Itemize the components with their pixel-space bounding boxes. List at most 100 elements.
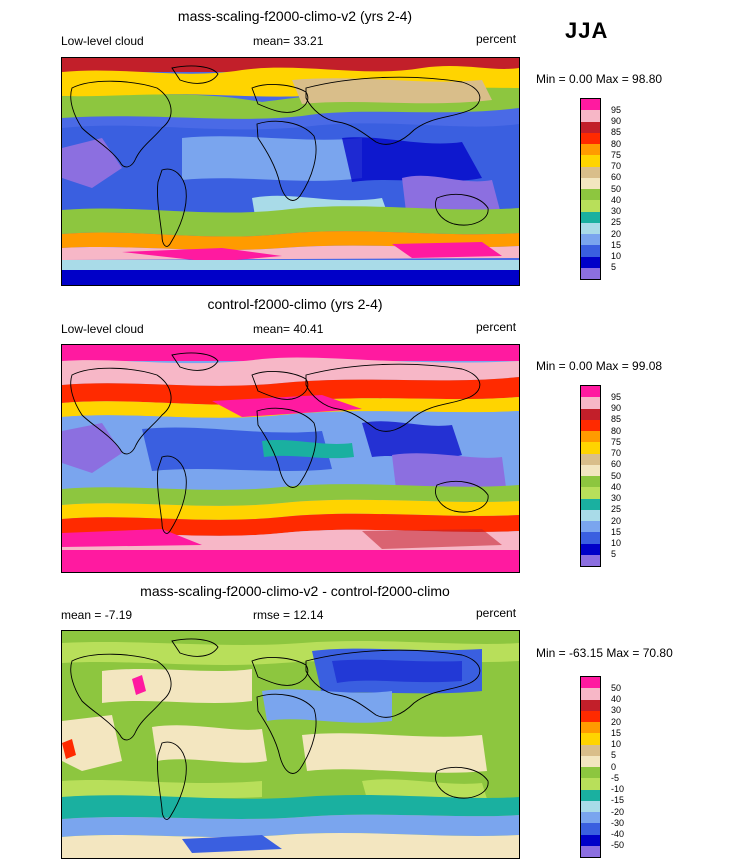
colorbar-swatch (581, 431, 600, 443)
colorbar-level-label: 5 (611, 750, 617, 761)
panel-2-variable-label: Low-level cloud (61, 322, 144, 336)
colorbar-swatch (581, 211, 600, 223)
colorbar-level-label: 30 (611, 705, 622, 716)
colorbar-swatch (581, 442, 600, 454)
colorbar-level-label: 15 (611, 526, 622, 537)
colorbar-swatch (581, 532, 600, 544)
panel-1-colorbar: 95 90 85 80 75 70 60 50 40 30 25 20 15 10 5 (580, 98, 621, 280)
season-label: JJA (565, 18, 609, 43)
colorbar-level-label: -20 (611, 806, 625, 817)
colorbar-swatch (581, 521, 600, 533)
colorbar-swatch (581, 245, 600, 257)
colorbar-swatch (581, 812, 600, 824)
colorbar-swatch (581, 543, 600, 555)
colorbar-level-label: 0 (611, 761, 617, 772)
colorbar-level-label: 10 (611, 538, 622, 548)
colorbar-level-label: 10 (611, 251, 622, 261)
colorbar-swatch (581, 834, 600, 846)
colorbar-level-label: 50 (611, 682, 622, 693)
colorbar-swatch (581, 177, 600, 189)
colorbar-swatch (581, 487, 600, 499)
colorbar-swatch (581, 767, 600, 779)
colorbar-swatch (581, 267, 600, 279)
colorbar-swatch (581, 256, 600, 268)
colorbar-level-label: 60 (611, 459, 622, 470)
colorbar-level-label: 85 (611, 127, 622, 138)
colorbar-swatch (581, 845, 600, 857)
colorbar-swatch (581, 132, 600, 144)
colorbar-level-label: 40 (611, 194, 622, 205)
colorbar-level-label: 75 (611, 436, 622, 447)
colorbar-swatch (581, 419, 600, 431)
colorbar-swatch (581, 744, 600, 756)
colorbar-level-label: 15 (611, 727, 622, 738)
panel-3-map (61, 630, 520, 859)
colorbar-level-label: 25 (611, 217, 622, 228)
colorbar-level-label: 90 (611, 116, 622, 126)
panel-3-title: mass-scaling-f2000-climo-v2 - control-f2… (140, 583, 450, 599)
colorbar-swatch (581, 509, 600, 521)
colorbar-swatch (581, 234, 600, 246)
colorbar-swatch (581, 800, 600, 812)
colorbar-level-label: -30 (611, 817, 625, 828)
colorbar-swatch (581, 453, 600, 465)
colorbar-swatch (581, 699, 600, 711)
colorbar-swatch (581, 464, 600, 476)
panel-1-map (61, 57, 520, 286)
colorbar-swatch (581, 688, 600, 700)
colorbar-level-label: 60 (611, 172, 622, 183)
colorbar-swatch (581, 121, 600, 133)
panel-1-units-label: percent (476, 32, 517, 46)
panel-2-map (61, 344, 520, 573)
panel-1-variable-label: Low-level cloud (61, 34, 144, 48)
colorbar-level-label: 25 (611, 504, 622, 515)
colorbar-level-label: -5 (611, 772, 620, 783)
colorbar-swatch (581, 189, 600, 201)
colorbar-swatch (581, 554, 600, 566)
colorbar-level-label: 70 (611, 448, 622, 458)
colorbar-swatch (581, 397, 600, 409)
panel-3-minmax: Min = -63.15 Max = 70.80 (536, 646, 673, 660)
colorbar-level-label: 40 (611, 694, 622, 704)
panel-2-title: control-f2000-climo (yrs 2-4) (207, 296, 383, 312)
colorbar-swatch (581, 200, 600, 212)
colorbar-level-label: 30 (611, 493, 622, 503)
panel-2-colorbar: 95 90 85 80 75 70 60 50 40 30 25 20 15 10 5 (580, 385, 621, 567)
panel-3-rmse-label: rmse = 12.14 (253, 608, 324, 622)
colorbar-level-label: 20 (611, 716, 622, 727)
panel-3-colorbar: 50 40 30 20 15 10 5 0 -5 -10 -15 -20 -30 -40 -50 (580, 676, 624, 858)
colorbar-level-label: 75 (611, 149, 622, 160)
colorbar-swatch (581, 155, 600, 167)
panel-1-minmax: Min = 0.00 Max = 98.80 (536, 72, 663, 86)
colorbar-swatch (581, 789, 600, 801)
colorbar-level-label: -50 (611, 840, 625, 851)
colorbar-swatch (581, 408, 600, 420)
colorbar-swatch (581, 677, 600, 689)
colorbar-level-label: 90 (611, 403, 622, 413)
colorbar-swatch (581, 166, 600, 178)
colorbar-swatch (581, 144, 600, 156)
colorbar-swatch (581, 710, 600, 722)
colorbar-level-label: 95 (611, 104, 622, 115)
colorbar-level-label: 80 (611, 425, 622, 436)
panel-2-units-label: percent (476, 320, 517, 334)
colorbar-level-label: 20 (611, 515, 622, 526)
colorbar-level-label: -40 (611, 829, 625, 839)
panel-1-title: mass-scaling-f2000-climo-v2 (yrs 2-4) (177, 8, 413, 24)
colorbar-level-label: 80 (611, 138, 622, 149)
colorbar-swatch (581, 778, 600, 790)
colorbar-level-label: 20 (611, 228, 622, 239)
colorbar-swatch (581, 498, 600, 510)
colorbar-level-label: 50 (611, 470, 622, 481)
colorbar-swatch (581, 386, 600, 398)
panel-3-mean-label: mean = -7.19 (61, 608, 133, 622)
colorbar-level-label: 70 (611, 161, 622, 171)
colorbar-swatch (581, 722, 600, 734)
colorbar-level-label: -10 (611, 784, 625, 794)
colorbar-level-label: 5 (611, 262, 617, 273)
colorbar-level-label: 95 (611, 391, 622, 402)
colorbar-swatch (581, 823, 600, 835)
colorbar-swatch (581, 476, 600, 488)
colorbar-level-label: 30 (611, 206, 622, 216)
colorbar-level-label: 40 (611, 481, 622, 492)
